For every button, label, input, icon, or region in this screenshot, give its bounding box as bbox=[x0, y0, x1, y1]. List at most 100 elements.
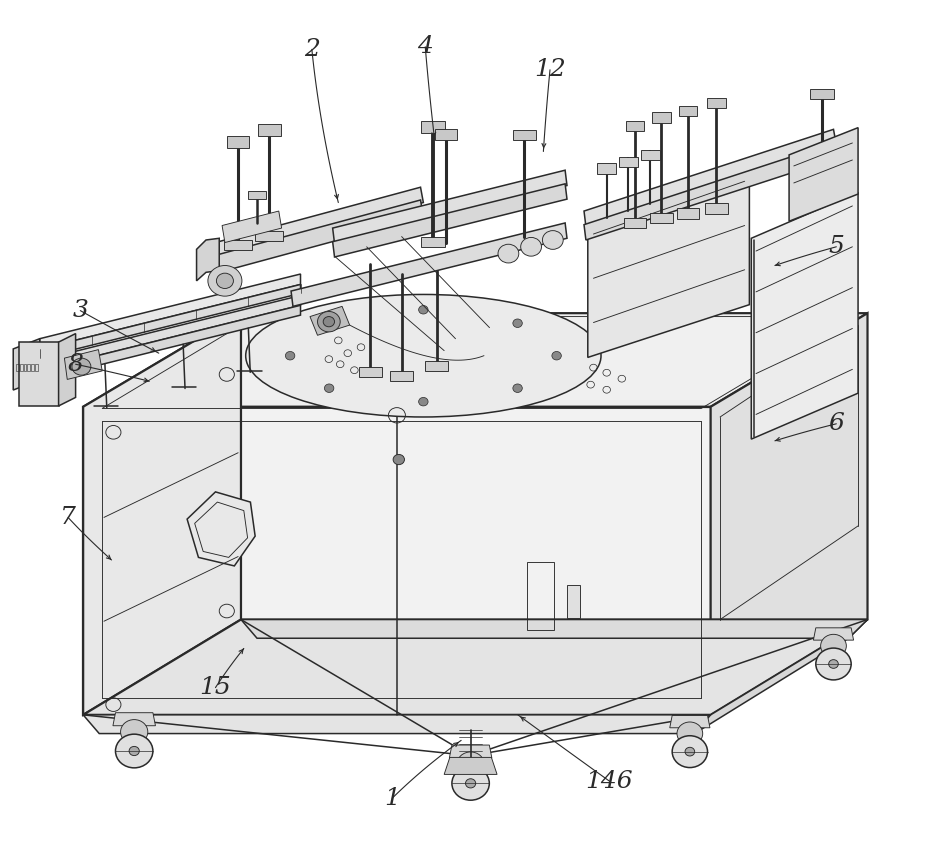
Polygon shape bbox=[694, 620, 867, 734]
Polygon shape bbox=[332, 184, 566, 257]
Circle shape bbox=[323, 317, 334, 327]
Polygon shape bbox=[40, 306, 300, 380]
Bar bbox=[706, 98, 725, 108]
Bar bbox=[640, 150, 659, 160]
Polygon shape bbox=[587, 167, 749, 357]
Polygon shape bbox=[444, 757, 497, 774]
Polygon shape bbox=[83, 313, 867, 407]
Circle shape bbox=[451, 767, 489, 800]
Circle shape bbox=[676, 722, 702, 745]
Polygon shape bbox=[187, 492, 255, 566]
Polygon shape bbox=[215, 187, 423, 258]
Polygon shape bbox=[710, 313, 867, 715]
Circle shape bbox=[418, 306, 428, 314]
Circle shape bbox=[457, 752, 483, 776]
Circle shape bbox=[216, 273, 233, 288]
Polygon shape bbox=[40, 274, 300, 349]
Bar bbox=[566, 585, 580, 618]
Bar bbox=[390, 371, 413, 381]
Text: 6: 6 bbox=[828, 412, 843, 436]
Bar bbox=[649, 213, 672, 223]
Circle shape bbox=[684, 747, 694, 756]
Polygon shape bbox=[291, 223, 566, 306]
Polygon shape bbox=[83, 715, 710, 734]
Text: 5: 5 bbox=[828, 235, 843, 259]
Circle shape bbox=[513, 384, 522, 392]
Polygon shape bbox=[583, 143, 835, 240]
Polygon shape bbox=[40, 284, 300, 358]
Polygon shape bbox=[83, 407, 710, 715]
Circle shape bbox=[115, 734, 153, 768]
Bar bbox=[425, 361, 447, 371]
Bar bbox=[434, 129, 457, 140]
Text: 3: 3 bbox=[73, 299, 88, 323]
Polygon shape bbox=[222, 211, 281, 243]
Bar bbox=[224, 240, 252, 250]
Bar bbox=[19, 342, 59, 406]
Bar bbox=[247, 191, 266, 199]
Bar bbox=[31, 364, 34, 371]
Text: 15: 15 bbox=[199, 676, 231, 700]
Circle shape bbox=[317, 311, 340, 332]
Circle shape bbox=[520, 237, 541, 256]
Polygon shape bbox=[40, 295, 300, 370]
Circle shape bbox=[72, 358, 91, 375]
Circle shape bbox=[671, 736, 707, 768]
Polygon shape bbox=[196, 238, 219, 281]
Polygon shape bbox=[448, 745, 491, 758]
Text: 8: 8 bbox=[68, 352, 83, 376]
Circle shape bbox=[324, 319, 333, 328]
Text: 4: 4 bbox=[417, 35, 432, 59]
Bar bbox=[527, 562, 553, 630]
Circle shape bbox=[393, 454, 404, 465]
Bar bbox=[420, 237, 445, 247]
Polygon shape bbox=[669, 716, 709, 728]
Polygon shape bbox=[788, 128, 857, 221]
Circle shape bbox=[465, 779, 475, 788]
Polygon shape bbox=[59, 334, 76, 406]
Circle shape bbox=[819, 634, 846, 658]
Bar bbox=[809, 89, 834, 99]
Text: 1: 1 bbox=[384, 786, 399, 810]
Circle shape bbox=[464, 751, 476, 761]
Bar bbox=[420, 121, 445, 133]
Text: 2: 2 bbox=[304, 37, 319, 61]
Bar bbox=[678, 106, 697, 116]
Bar bbox=[258, 124, 280, 136]
Bar bbox=[227, 136, 249, 148]
Bar bbox=[651, 112, 670, 123]
Circle shape bbox=[542, 231, 563, 249]
Circle shape bbox=[285, 351, 295, 360]
Bar bbox=[597, 163, 615, 174]
Circle shape bbox=[324, 384, 333, 392]
Bar bbox=[27, 364, 30, 371]
Polygon shape bbox=[83, 620, 867, 715]
Polygon shape bbox=[310, 306, 349, 335]
Polygon shape bbox=[813, 628, 852, 640]
Text: 7: 7 bbox=[60, 505, 76, 529]
Polygon shape bbox=[83, 313, 241, 715]
Polygon shape bbox=[112, 712, 155, 726]
Circle shape bbox=[828, 660, 837, 668]
Bar bbox=[24, 364, 26, 371]
Bar bbox=[704, 203, 727, 214]
Bar bbox=[359, 367, 381, 377]
Bar bbox=[623, 218, 646, 228]
Bar bbox=[16, 364, 19, 371]
Text: 12: 12 bbox=[533, 58, 565, 82]
Circle shape bbox=[497, 244, 518, 263]
Polygon shape bbox=[750, 192, 857, 439]
Bar bbox=[676, 208, 699, 219]
Polygon shape bbox=[583, 129, 835, 226]
Circle shape bbox=[551, 351, 561, 360]
Bar bbox=[513, 130, 535, 140]
Polygon shape bbox=[13, 339, 40, 390]
Circle shape bbox=[208, 266, 242, 296]
Circle shape bbox=[815, 648, 851, 680]
Polygon shape bbox=[215, 200, 423, 272]
Polygon shape bbox=[64, 350, 102, 380]
Ellipse shape bbox=[245, 294, 600, 417]
Circle shape bbox=[513, 319, 522, 328]
Bar bbox=[35, 364, 38, 371]
Bar bbox=[625, 121, 644, 131]
